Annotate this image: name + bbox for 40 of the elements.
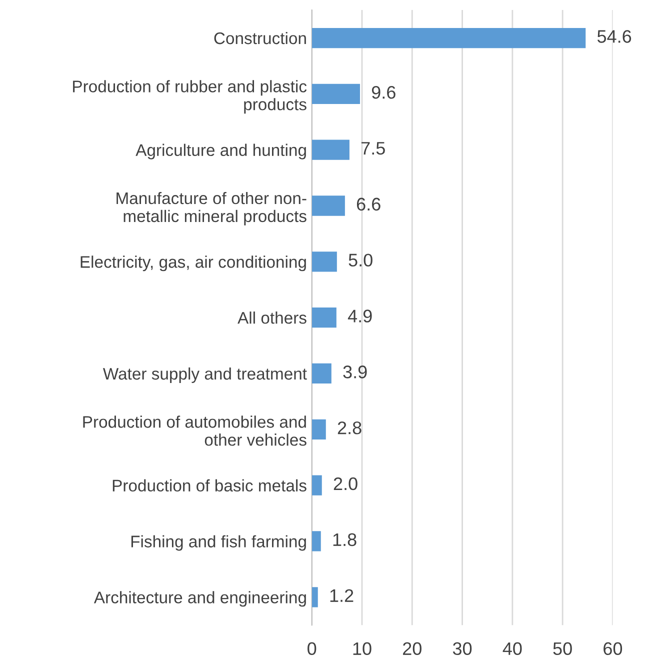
y-tick-label: Electricity, gas, air conditioning: [80, 256, 306, 272]
bar: [312, 28, 586, 48]
x-tick-label: 20: [403, 642, 422, 656]
data-label: 5.0: [348, 254, 372, 267]
data-label: 2.0: [334, 477, 358, 490]
y-tick-label: Construction: [214, 32, 306, 44]
y-tick-label: Production of automobiles and other vehicles: [83, 416, 306, 446]
x-tick-label: 60: [604, 642, 622, 656]
bar: [312, 363, 332, 384]
bar: [312, 140, 350, 160]
bar: [312, 196, 345, 216]
data-label: 1.8: [333, 533, 356, 546]
data-label: 7.5: [361, 142, 385, 155]
y-tick-label: Architecture and engineering: [94, 591, 306, 607]
x-tick-label: 0: [308, 642, 316, 656]
bar: [312, 419, 326, 440]
y-tick-label: Production of basic metals: [112, 479, 306, 492]
y-tick-label: Water supply and treatment: [102, 367, 307, 383]
x-tick-label: 30: [452, 642, 472, 656]
y-tick-label: Agriculture and hunting: [136, 144, 306, 160]
bar: [312, 587, 318, 608]
y-tick-label: All others: [238, 312, 306, 324]
bar: [312, 252, 337, 272]
x-tick-label: 50: [553, 642, 572, 656]
bar: [312, 84, 360, 104]
data-label: 6.6: [356, 198, 380, 211]
data-label: 1.2: [330, 589, 354, 602]
y-tick-label: Manufacture of other non- metallic mineral products: [116, 192, 306, 226]
bar: [312, 531, 321, 552]
bar: [312, 475, 322, 496]
data-label: 9.6: [372, 86, 396, 99]
x-tick-label: 10: [353, 642, 372, 656]
y-tick-label: Production of rubber and plastic products: [73, 80, 307, 114]
data-label: 54.6: [597, 30, 632, 43]
data-label: 4.9: [348, 310, 372, 322]
y-tick-label: Fishing and fish farming: [131, 535, 306, 551]
bar: [312, 308, 336, 328]
data-label: 2.8: [338, 421, 362, 434]
data-label: 3.9: [343, 366, 367, 378]
x-tick-label: 40: [502, 642, 522, 656]
